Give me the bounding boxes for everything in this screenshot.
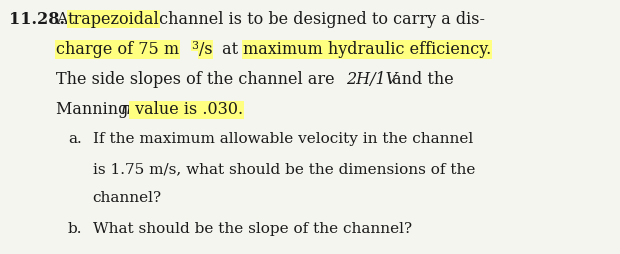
Text: /s: /s <box>199 41 213 58</box>
Text: charge of 75 m: charge of 75 m <box>56 41 179 58</box>
Text: maximum hydraulic efficiency.: maximum hydraulic efficiency. <box>242 41 491 58</box>
Text: value is .030.: value is .030. <box>130 101 243 118</box>
Text: A: A <box>56 11 73 28</box>
Text: and the: and the <box>387 71 454 88</box>
Text: at: at <box>217 41 243 58</box>
Text: Manning: Manning <box>56 101 133 118</box>
Text: trapezoidal: trapezoidal <box>68 11 159 28</box>
Text: b.: b. <box>68 221 82 236</box>
Text: 11.28.: 11.28. <box>9 11 65 28</box>
Text: channel?: channel? <box>93 191 162 205</box>
Text: 3: 3 <box>192 41 198 51</box>
Text: is 1.75 m/s, what should be the dimensions of the: is 1.75 m/s, what should be the dimensio… <box>93 162 475 176</box>
Text: channel is to be designed to carry a dis-: channel is to be designed to carry a dis… <box>154 11 485 28</box>
Text: The side slopes of the channel are: The side slopes of the channel are <box>56 71 340 88</box>
Text: a.: a. <box>68 132 82 146</box>
Text: n: n <box>120 101 131 118</box>
Text: What should be the slope of the channel?: What should be the slope of the channel? <box>93 221 412 236</box>
Text: If the maximum allowable velocity in the channel: If the maximum allowable velocity in the… <box>93 132 473 146</box>
Text: 2H/1V: 2H/1V <box>346 71 397 88</box>
